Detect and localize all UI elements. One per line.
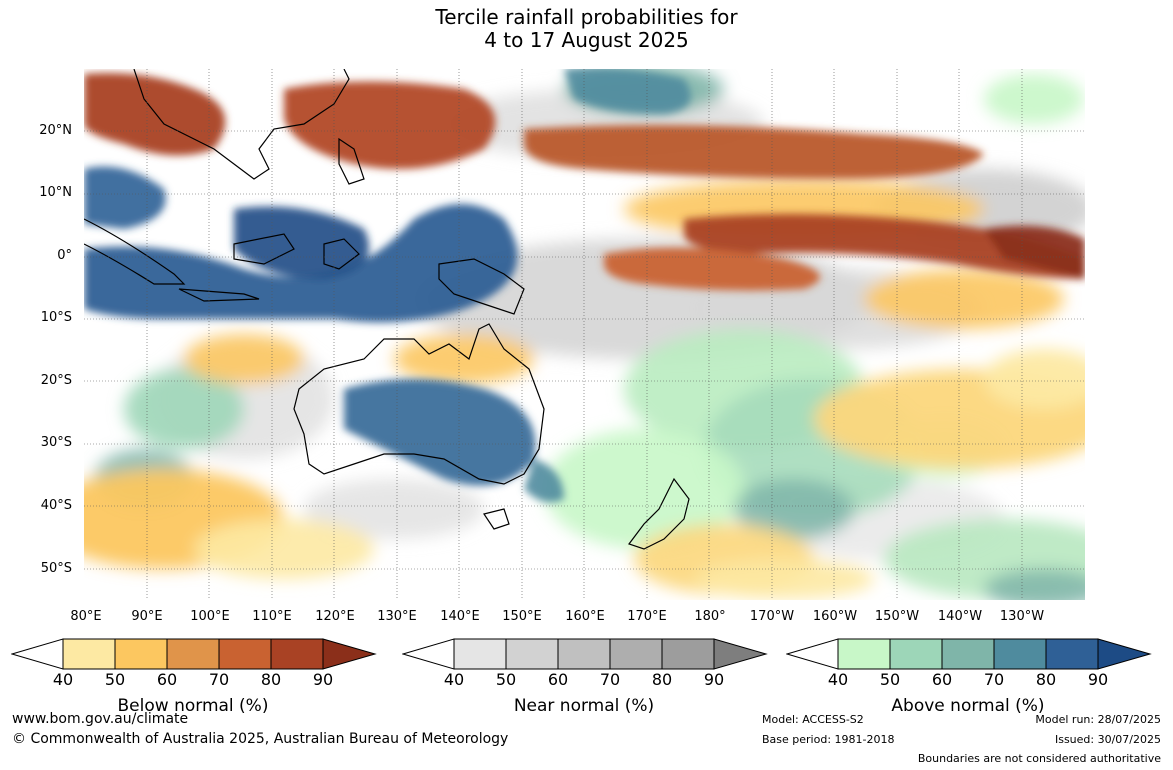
tasmania-coastline [483,508,510,530]
colorbar-below-label: Below normal (%) [117,696,269,716]
lon-label-140e: 140°E [440,609,480,624]
colorbar-segment [62,638,116,670]
colorbar-near-normal [402,638,768,670]
lon-label-110e: 110°E [252,609,292,624]
website-link[interactable]: www.bom.gov.au/climate [12,711,189,727]
colorbar-near-label: Near normal (%) [513,696,655,716]
lat-label-30s: 30°S [40,435,72,450]
lon-label-170e: 170°E [627,609,667,624]
lon-label-90e: 90°E [131,609,163,624]
colorbar-segment [993,638,1047,670]
colorbar-near-tick: 40 [443,670,465,689]
colorbar-segment [661,638,715,670]
sumatra-coastline [84,218,186,285]
map-canvas [84,69,1085,600]
lon-label-130w: 130°W [999,609,1045,624]
lon-label-160w: 160°W [812,609,858,624]
model-run-text: Model run: 28/07/2025 [1035,713,1161,726]
colorbar-near-tick: 60 [547,670,569,689]
colorbar-segment [557,638,611,670]
colorbar-segment [609,638,663,670]
colorbar-below-normal [11,638,377,670]
lon-label-130e: 130°E [377,609,417,624]
philippines-coastline [338,137,365,185]
colorbar-segment [1045,638,1099,670]
colorbar-above-tick: 60 [931,670,953,689]
java-coastline [178,288,260,302]
lon-label-140w: 140°W [937,609,983,624]
asia-coastline [133,69,350,180]
lat-label-0: 0° [57,248,72,263]
colorbar-above-label: Above normal (%) [891,696,1045,716]
colorbar-segment [453,638,507,670]
borneo-coastline [233,233,295,265]
map-title-line-2: 4 to 17 August 2025 [484,28,689,52]
coastlines [84,69,690,550]
colorbar-segment [322,638,377,670]
colorbar-above-tick: 50 [879,670,901,689]
colorbar-near-tick: 90 [703,670,725,689]
colorbar-segment [11,638,64,670]
issued-text: Issued: 30/07/2025 [1054,733,1161,746]
colorbar-below-tick: 70 [208,670,230,689]
lon-label-170w: 170°W [749,609,795,624]
sulawesi-coastline [323,238,360,270]
colorbar-segment [218,638,272,670]
colorbar-segment [270,638,324,670]
colorbar-above-tick: 70 [983,670,1005,689]
colorbar-segment [889,638,943,670]
colorbar-segment [941,638,995,670]
lon-label-150w: 150°W [874,609,920,624]
lon-label-80e: 80°E [70,609,102,624]
colorbar-segment [114,638,168,670]
colorbar-segment [1097,638,1152,670]
colorbar-below-tick: 80 [260,670,282,689]
colorbar-segment [837,638,891,670]
colorbar-segment [505,638,559,670]
colorbar-above-normal [786,638,1152,670]
lon-label-180: 180° [694,609,726,624]
colorbar-below-tick: 60 [156,670,178,689]
lon-label-100e: 100°E [190,609,230,624]
lat-label-20s: 20°S [40,373,72,388]
new-guinea-coastline [438,258,525,315]
strong-signal-bands [84,69,1085,503]
colorbar-above-tick: 90 [1087,670,1109,689]
lat-label-20n: 20°N [39,123,72,138]
colorbar-above-tick: 80 [1035,670,1057,689]
lat-label-10n: 10°N [39,185,72,200]
lat-label-10s: 10°S [40,310,72,325]
model-text: Model: ACCESS-S2 [762,713,864,726]
disclaimer-text: Boundaries are not considered authoritat… [917,752,1161,765]
colorbar-near-tick: 70 [599,670,621,689]
australia-coastline [293,323,545,485]
colorbar-below-tick: 90 [312,670,334,689]
rainfall-probability-map [84,69,1085,600]
colorbar-above-tick: 40 [827,670,849,689]
map-title-line-1: Tercile rainfall probabilities for [435,5,738,29]
graticule [84,69,1085,600]
new-zealand-coastline [628,477,690,550]
lat-label-50s: 50°S [40,561,72,576]
colorbar-segment [402,638,455,670]
colorbar-segment [786,638,839,670]
lon-label-160e: 160°E [565,609,605,624]
base-period-text: Base period: 1981-2018 [762,733,895,746]
colorbar-near-tick: 80 [651,670,673,689]
colorbar-segment [713,638,768,670]
copyright-text: © Commonwealth of Australia 2025, Austra… [12,731,509,747]
lon-label-120e: 120°E [315,609,355,624]
colorbar-below-tick: 50 [104,670,126,689]
lat-label-40s: 40°S [40,498,72,513]
lon-label-150e: 150°E [502,609,542,624]
colorbar-near-tick: 50 [495,670,517,689]
colorbar-below-tick: 40 [52,670,74,689]
colorbar-segment [166,638,220,670]
